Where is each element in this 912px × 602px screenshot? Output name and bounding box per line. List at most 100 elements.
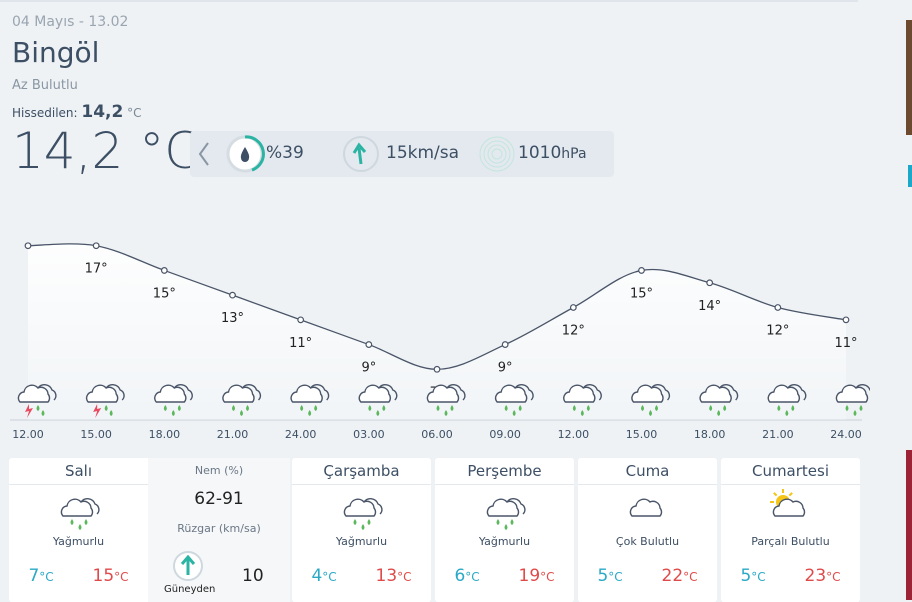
cloud-back [105,384,125,401]
weather-icon [60,498,100,530]
point [706,279,714,287]
weather-icon [343,498,383,530]
value-label: 12° [562,324,585,339]
drop [240,147,250,162]
day-temps: 5 °C 22°C [578,566,717,586]
cloud-back [446,384,466,401]
wind-unit: km/sa [407,143,460,163]
rain-drop [109,410,113,416]
rain-drop [709,405,713,411]
day-name: Çarşamba [323,462,400,480]
pressure-value: 1010 [518,143,562,163]
x-tick-label: 15.00 [80,428,112,441]
unit: °C [114,570,129,584]
cloud [17,384,51,403]
day-icon [629,498,662,517]
cloud [60,498,94,517]
day-condition: Yağmurlu [478,535,531,548]
point [774,304,782,311]
min-value: 4 [311,566,323,586]
unit: °C [683,570,698,584]
max-temp: 23°C [805,566,841,586]
max-temp: 22°C [662,566,698,586]
rain-drop [791,405,795,411]
unit: °C [465,570,480,584]
rain-drop [777,405,781,411]
value-label: 9° [498,361,513,376]
cloud-back [80,498,100,515]
max-value: 22 [661,566,684,586]
unit: °C [322,570,337,584]
day-name: Perşembe [467,462,542,480]
cloud-back [378,384,398,401]
point [842,316,850,324]
weather-icon [563,384,602,416]
rain-drop [504,405,508,411]
cloud-back [310,384,330,401]
rain-drop [353,519,356,525]
point [24,242,32,250]
top-border [0,0,858,2]
rain-drop [641,405,644,411]
info-icons [198,135,515,173]
max-value: 23 [804,566,827,586]
max-temp: 19°C [519,566,555,586]
side-strip [906,450,912,600]
day-name: Cumartesi [751,462,830,480]
x-tick-label: 18.00 [694,428,726,441]
rain-drop [36,405,40,411]
unit: °C [826,570,841,584]
rain-drop [240,410,243,416]
value-label: 17° [85,262,108,277]
area [28,243,846,420]
rain-drop [496,519,499,525]
rain-drop [444,410,448,416]
min-value: 5 [740,566,752,586]
max-temp: 13°C [376,566,412,586]
weather-icon [494,384,534,416]
rain-drop [436,405,440,411]
day-icon [343,498,383,530]
x-tick-label: 24.00 [285,428,317,441]
day-name: Salı [64,462,93,480]
min-temp: 5°C [740,566,765,586]
humidity-arc [244,135,265,172]
weather-icon [631,384,671,416]
x-tick-label: 21.00 [762,428,794,441]
feels: Hissedilen: 14,2 °C [12,102,142,122]
day-card: Perşembe Yağmurlu 6°C 19°C [435,458,574,602]
cloud-back [362,498,383,515]
rain-drop [368,405,372,411]
unit: °C [540,570,555,584]
rain-drop [512,410,516,416]
weather-icon [222,384,262,416]
feels-value: 14,2 [81,102,124,122]
day-card: Cumartesi Parçalı Bulutlu 5°C 23°C [721,458,860,602]
cloud-back [582,384,602,401]
rain-drop [84,519,88,525]
min-value: 5 [597,566,609,586]
point [229,291,236,299]
value-label: 11° [289,336,312,351]
weather-icon [154,384,193,416]
cloud-back [650,384,671,401]
rain-drop [376,410,380,416]
sun-ray [788,492,793,497]
wind-ring [343,136,379,172]
rain-drop [649,410,652,416]
cloud [772,498,805,517]
rain-drop [104,405,108,411]
rain-drop [723,405,727,411]
value-label: 15° [153,286,176,301]
chart: 12.00 17° 15.00 15° 18.00 13° 21.00 11° 24.00 9° 0… [10,242,870,441]
lightning [93,404,102,418]
min-value: 7 [28,566,40,586]
wind: 15km/sa [386,143,459,163]
weather-icon [699,384,739,416]
day-temps: 6°C 19°C [435,566,574,586]
x-tick-label: 09.00 [489,428,521,441]
rain-drop [382,405,386,411]
value-label: 11° [834,336,857,351]
weather-icon [767,384,807,416]
prev-button[interactable] [198,142,209,166]
